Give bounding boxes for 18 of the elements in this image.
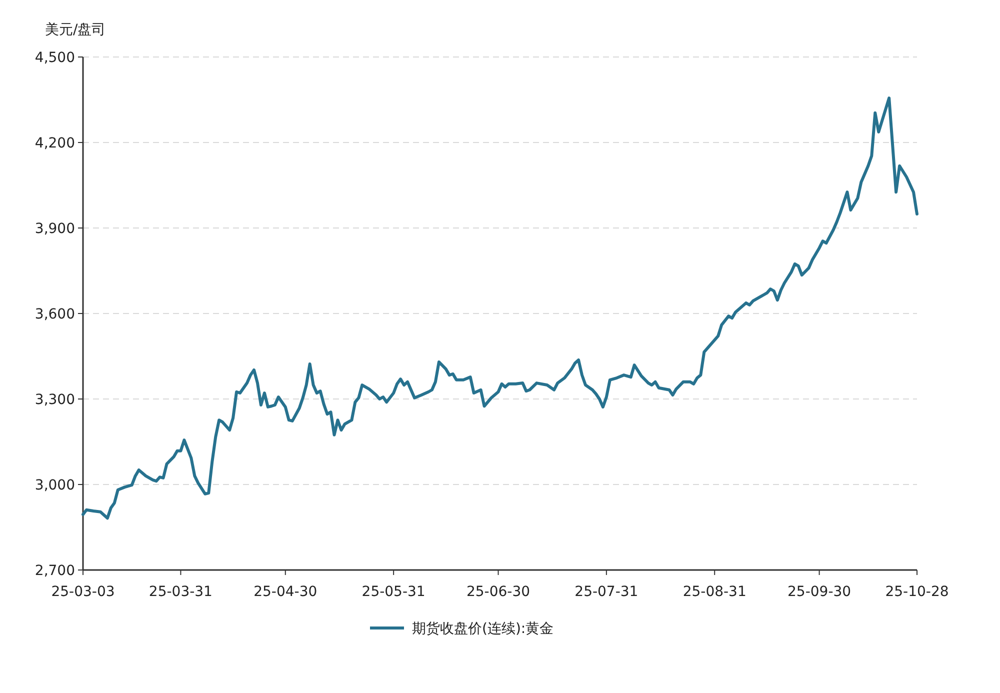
x-tick-label: 25-05-31: [362, 584, 426, 600]
legend-label: 期货收盘价(连续):黄金: [412, 621, 554, 637]
x-tick-label: 25-09-30: [788, 584, 852, 600]
x-tick-label: 25-03-03: [51, 584, 115, 600]
x-tick-label: 25-08-31: [682, 584, 746, 600]
x-tick-label: 25-03-31: [148, 584, 212, 600]
y-axis-title: 美元/盘司: [45, 22, 106, 38]
y-tick-label: 3,600: [34, 306, 75, 322]
x-tick-label: 25-07-31: [574, 584, 638, 600]
y-tick-label: 3,300: [34, 392, 75, 408]
x-tick-label: 25-06-30: [466, 584, 530, 600]
x-tick-label: 25-10-28: [885, 584, 949, 600]
y-tick-label: 2,700: [34, 563, 75, 579]
y-tick-label: 4,500: [34, 50, 75, 66]
y-tick-label: 3,900: [34, 221, 75, 237]
y-tick-label: 4,200: [34, 136, 75, 152]
x-tick-label: 25-04-30: [254, 584, 318, 600]
y-tick-label: 3,000: [34, 478, 75, 494]
